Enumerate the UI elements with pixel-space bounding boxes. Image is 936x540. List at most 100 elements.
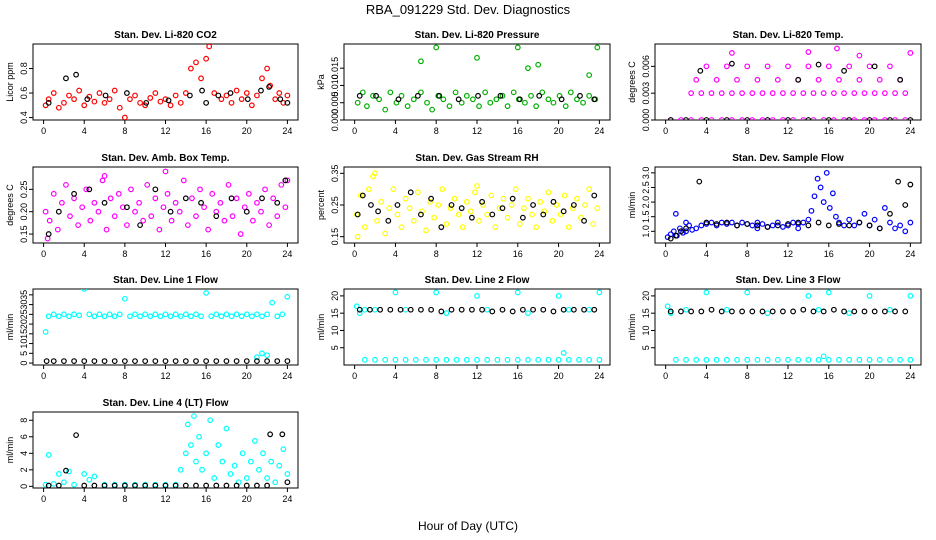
x-tick-label: 4 <box>82 371 87 381</box>
point-all <box>562 103 569 110</box>
x-tick-label: 24 <box>282 126 292 136</box>
x-tick-label: 4 <box>82 494 87 504</box>
point-selected <box>678 308 684 315</box>
point-all <box>382 356 389 363</box>
point-all <box>744 289 751 296</box>
point-selected <box>667 308 674 315</box>
y-axis-label: ml/min <box>316 314 326 341</box>
point-all <box>764 63 771 70</box>
point-selected <box>479 306 485 313</box>
point-selected <box>243 208 250 215</box>
point-all <box>504 356 511 363</box>
point-all <box>453 356 460 363</box>
point-selected <box>825 222 832 229</box>
point-all <box>193 311 199 318</box>
point-selected <box>395 96 402 103</box>
point-all <box>254 311 260 318</box>
points <box>42 413 291 488</box>
point-all <box>137 99 144 106</box>
point-all <box>476 103 482 110</box>
point-all <box>472 189 478 196</box>
point-all <box>754 76 761 83</box>
point-all <box>887 306 893 313</box>
point-all <box>91 313 98 320</box>
point-selected <box>254 482 260 488</box>
y-tick-label: 0.000 <box>641 109 651 132</box>
point-all <box>834 45 840 52</box>
point-selected <box>111 482 118 488</box>
point-all <box>248 313 255 320</box>
point-all <box>58 199 65 206</box>
point-all <box>830 90 837 97</box>
point-selected <box>233 482 240 488</box>
point-all <box>42 481 49 488</box>
point-all <box>184 222 191 229</box>
point-all <box>718 90 725 97</box>
point-all <box>846 216 853 223</box>
point-all <box>754 225 761 232</box>
point-all <box>861 210 868 217</box>
point-all <box>805 216 812 223</box>
point-selected <box>233 358 240 365</box>
point-all <box>191 413 197 420</box>
point-all <box>172 92 179 99</box>
point-all <box>861 90 868 97</box>
point-selected <box>744 117 751 120</box>
point-all <box>672 210 679 217</box>
point-all <box>463 198 470 205</box>
point-selected <box>199 87 205 94</box>
y-tick-label: 0.003 <box>641 82 651 105</box>
y-tick-label: 10 <box>19 339 29 349</box>
point-selected <box>841 67 847 74</box>
point-all <box>759 221 766 227</box>
point-all <box>67 213 73 220</box>
point-selected <box>881 308 888 315</box>
point-all <box>739 90 746 97</box>
point-all <box>499 92 506 99</box>
x-tick-label: 16 <box>513 249 523 259</box>
point-all <box>749 90 756 97</box>
x-tick-label: 8 <box>122 249 127 259</box>
point-selected <box>902 308 909 315</box>
point-selected <box>101 482 108 488</box>
point-all <box>866 293 873 299</box>
point-selected <box>672 232 679 239</box>
point-all <box>418 58 424 65</box>
plot-frame <box>32 411 299 489</box>
point-all <box>423 356 429 363</box>
point-selected <box>213 213 220 220</box>
y-axis-label: kPa <box>316 74 326 90</box>
point-selected <box>203 482 210 488</box>
point-all <box>424 99 430 106</box>
point-selected <box>455 96 462 103</box>
y-tick-label: 15 <box>641 308 651 318</box>
x-tick-label: 16 <box>824 126 834 136</box>
point-all <box>723 356 730 363</box>
point-all <box>805 356 812 363</box>
point-selected <box>846 117 853 120</box>
point-all <box>156 226 163 233</box>
point-selected <box>489 211 496 218</box>
point-all <box>871 90 878 97</box>
point-selected <box>866 222 873 229</box>
x-tick-label: 12 <box>472 249 482 259</box>
point-all <box>374 217 380 224</box>
point-all <box>278 181 285 188</box>
point-selected <box>509 308 516 315</box>
panel-title: Stan. Dev. Amb. Box Temp. <box>101 153 229 164</box>
point-all <box>45 313 52 320</box>
point-all <box>892 225 898 232</box>
point-selected <box>499 306 506 313</box>
point-selected <box>387 306 394 313</box>
point-selected <box>277 96 284 103</box>
point-all <box>826 205 833 211</box>
point-all <box>795 356 802 363</box>
point-all <box>871 216 878 223</box>
x-tick-label: 12 <box>783 126 793 136</box>
point-all <box>83 186 90 193</box>
points <box>354 44 601 113</box>
y-axis-label: degrees C <box>5 184 15 226</box>
point-all <box>836 356 842 363</box>
x-tick-label: 16 <box>201 249 211 259</box>
